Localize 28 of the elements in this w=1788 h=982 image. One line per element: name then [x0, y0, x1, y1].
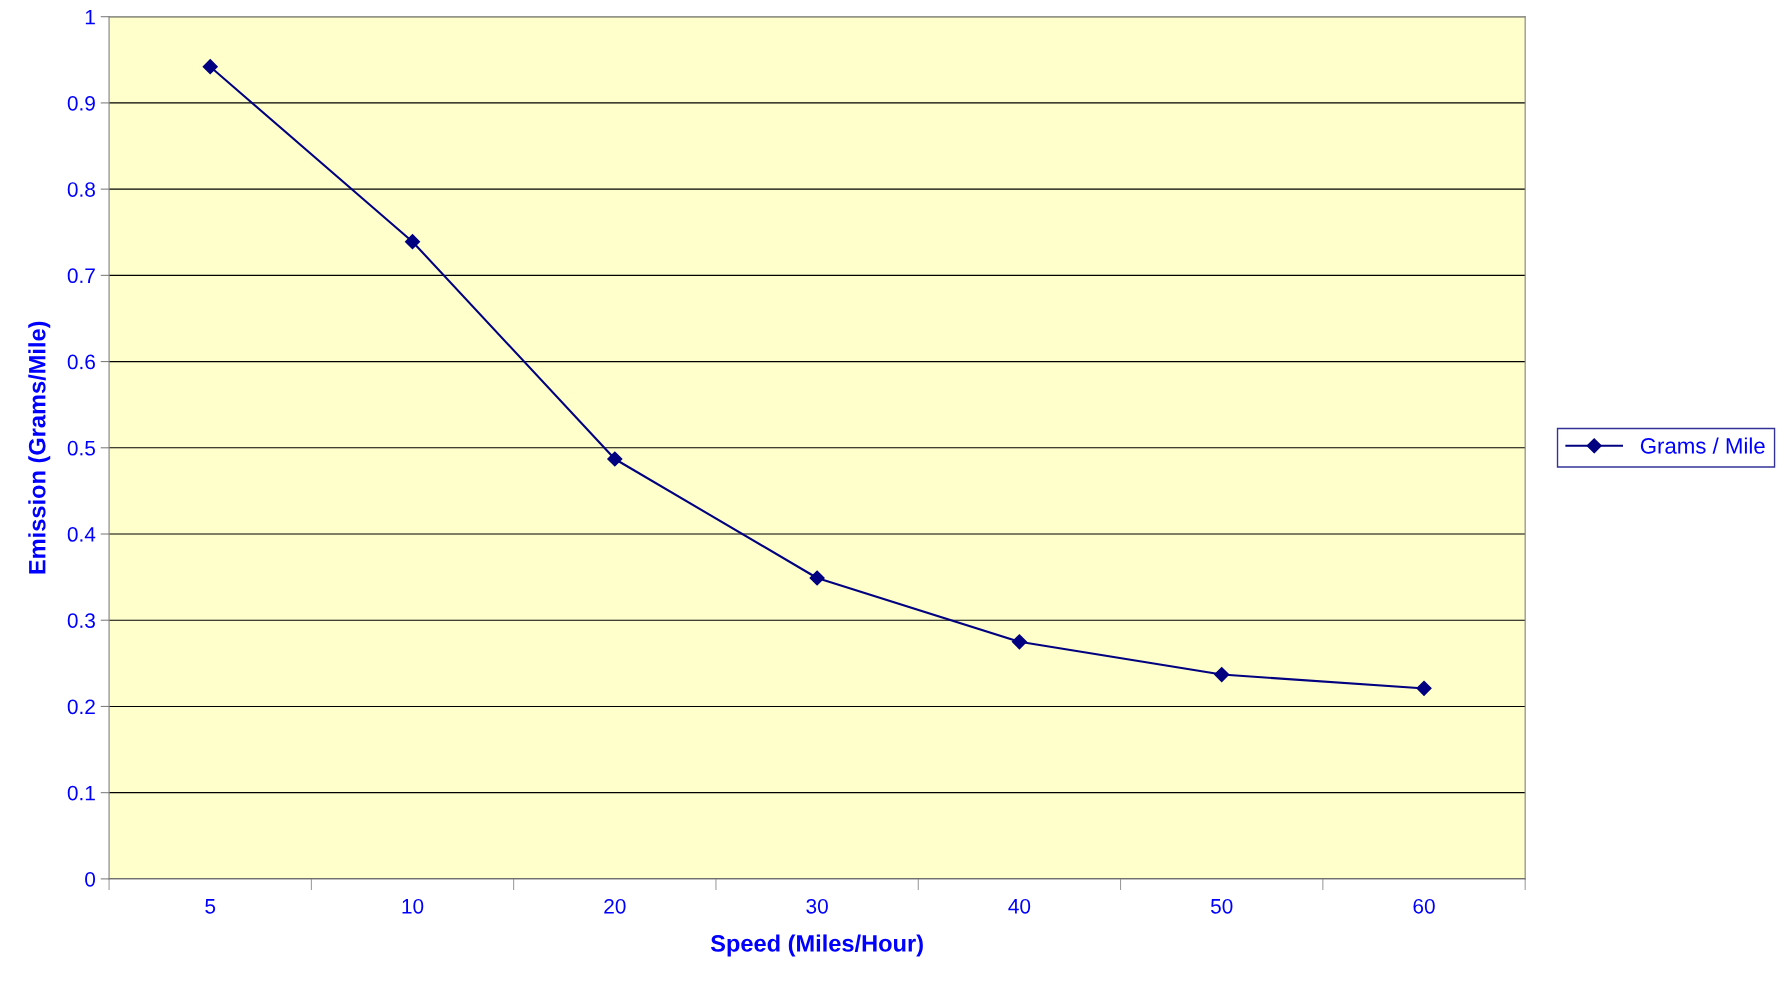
point — [1011, 634, 1027, 650]
y-tick-label: 0.3 — [67, 613, 95, 628]
y-tick-label: 0 — [85, 871, 96, 887]
point — [809, 570, 825, 586]
x-tick-label: 60 — [1413, 898, 1435, 914]
y-tick-label: 0.9 — [67, 95, 95, 111]
x-axis-title: Speed (Miles/Hour) — [710, 934, 923, 957]
point — [404, 234, 421, 250]
y-tick-label: 0.2 — [67, 699, 95, 715]
x-tick-label: 5 — [205, 899, 216, 914]
point — [202, 59, 218, 75]
x-tick-label: 20 — [604, 898, 626, 914]
point — [607, 451, 623, 467]
y-tick-label: 0.6 — [67, 354, 95, 370]
y-tick-label: 0.5 — [67, 440, 95, 456]
legend-label: Grams / Mile — [1640, 437, 1765, 454]
y-tick-label: 0.1 — [67, 785, 95, 801]
x-tick-label: 10 — [402, 898, 424, 914]
x-tick-label: 50 — [1210, 898, 1233, 914]
y-tick-label: 0.4 — [67, 527, 96, 542]
x-tick-label: 30 — [806, 898, 828, 914]
y-tick-label: 1 — [85, 9, 95, 25]
point — [1214, 666, 1230, 683]
y-axis-title: Emission (Grams/Mile) — [28, 321, 51, 574]
point — [1416, 680, 1432, 696]
x-tick-label: 40 — [1008, 898, 1031, 914]
y-tick-label: 0.8 — [67, 182, 95, 197]
y-tick-label: 0.7 — [67, 268, 95, 284]
